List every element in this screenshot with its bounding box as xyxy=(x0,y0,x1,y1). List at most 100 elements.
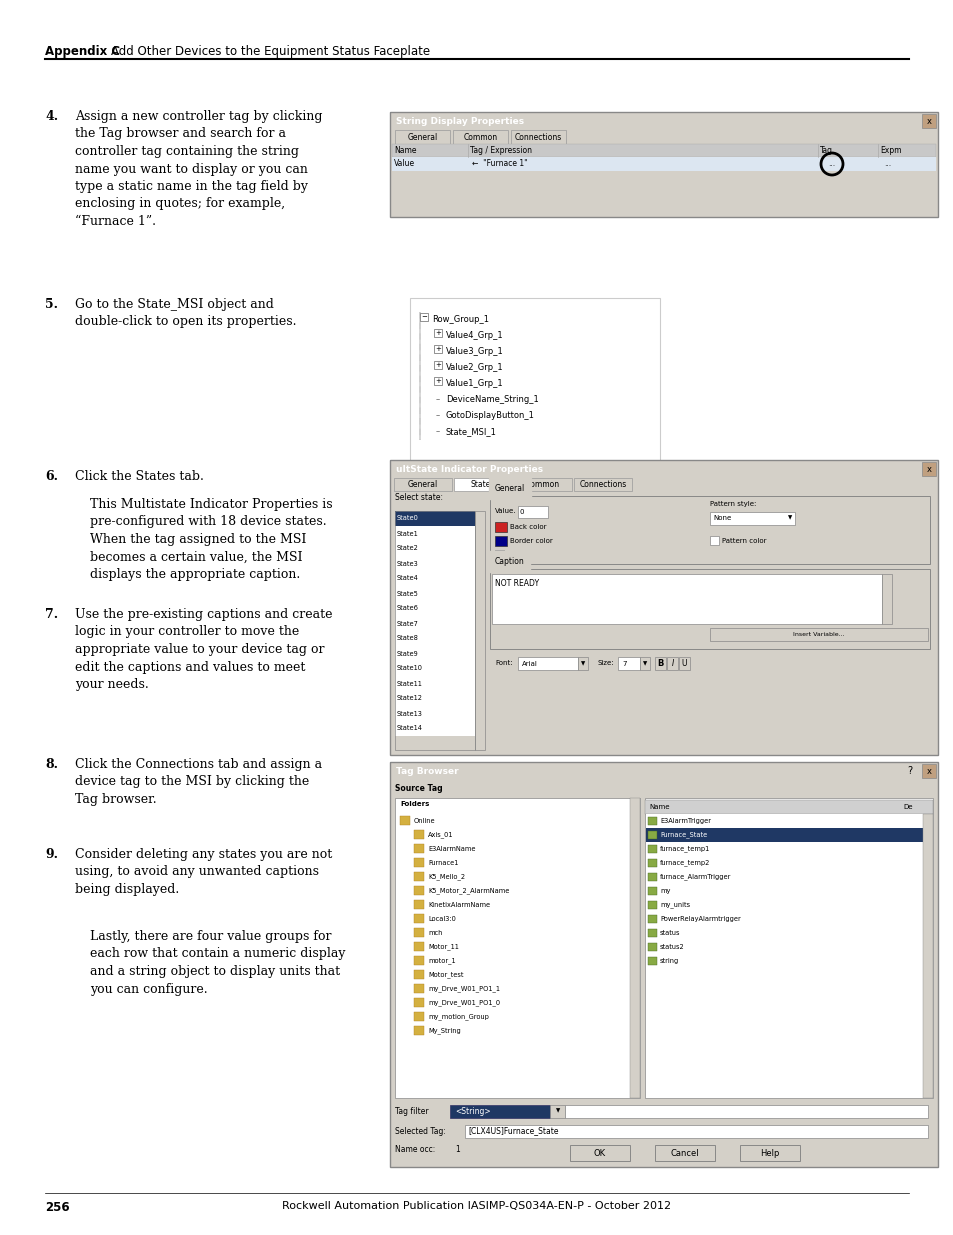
Text: Tag Browser: Tag Browser xyxy=(395,767,458,776)
Text: String Display Properties: String Display Properties xyxy=(395,116,523,126)
Text: Connections: Connections xyxy=(578,480,626,489)
Text: Local3:0: Local3:0 xyxy=(428,916,456,923)
FancyBboxPatch shape xyxy=(414,885,423,895)
Text: Connections: Connections xyxy=(515,132,561,142)
Text: State12: State12 xyxy=(396,695,422,701)
Text: my_motion_Group: my_motion_Group xyxy=(428,1014,488,1020)
FancyBboxPatch shape xyxy=(390,459,937,755)
Text: State14: State14 xyxy=(396,725,422,731)
FancyBboxPatch shape xyxy=(414,942,423,951)
Text: Click the States tab.: Click the States tab. xyxy=(75,471,204,483)
Text: E3AlarmName: E3AlarmName xyxy=(428,846,475,852)
Text: my_Drve_W01_PO1_0: my_Drve_W01_PO1_0 xyxy=(428,999,499,1007)
Text: Go to the State_MSI object and
double-click to open its properties.: Go to the State_MSI object and double-cl… xyxy=(75,298,296,329)
Text: ▼: ▼ xyxy=(556,1109,559,1114)
FancyBboxPatch shape xyxy=(490,569,929,650)
FancyBboxPatch shape xyxy=(394,478,452,492)
Text: Expm: Expm xyxy=(879,146,901,156)
FancyBboxPatch shape xyxy=(395,541,475,556)
FancyBboxPatch shape xyxy=(464,1125,927,1137)
Text: Row_Group_1: Row_Group_1 xyxy=(432,315,489,325)
FancyBboxPatch shape xyxy=(647,831,657,839)
FancyBboxPatch shape xyxy=(414,844,423,853)
FancyBboxPatch shape xyxy=(414,984,423,993)
FancyBboxPatch shape xyxy=(645,911,931,926)
Text: 6.: 6. xyxy=(45,471,58,483)
FancyBboxPatch shape xyxy=(414,830,423,839)
Text: Add Other Devices to the Equipment Status Faceplate: Add Other Devices to the Equipment Statu… xyxy=(111,44,430,58)
FancyBboxPatch shape xyxy=(655,1145,714,1161)
FancyBboxPatch shape xyxy=(882,574,891,624)
FancyBboxPatch shape xyxy=(645,926,931,940)
Text: Pattern style:: Pattern style: xyxy=(709,501,756,508)
FancyBboxPatch shape xyxy=(645,814,931,827)
Text: Furnace1: Furnace1 xyxy=(428,860,457,866)
Text: status2: status2 xyxy=(659,944,684,950)
FancyBboxPatch shape xyxy=(709,629,927,641)
FancyBboxPatch shape xyxy=(639,657,649,671)
Text: Assign a new controller tag by clicking
the Tag browser and search for a
control: Assign a new controller tag by clicking … xyxy=(75,110,322,228)
FancyBboxPatch shape xyxy=(395,556,475,571)
Text: ...: ... xyxy=(883,159,891,168)
Text: mch: mch xyxy=(428,930,442,936)
Text: Font:: Font: xyxy=(495,659,512,666)
Text: General: General xyxy=(407,132,437,142)
Text: x: x xyxy=(925,464,930,473)
FancyBboxPatch shape xyxy=(395,511,475,526)
Text: Contents of \ CLX:L65yOnline/: Contents of \ CLX:L65yOnline/ xyxy=(649,802,749,806)
FancyBboxPatch shape xyxy=(564,1105,927,1118)
FancyBboxPatch shape xyxy=(395,798,639,1098)
Text: <String>: <String> xyxy=(455,1107,490,1115)
FancyBboxPatch shape xyxy=(395,526,475,541)
FancyBboxPatch shape xyxy=(647,902,657,909)
Text: furnace_temp1: furnace_temp1 xyxy=(659,846,709,852)
FancyBboxPatch shape xyxy=(399,816,410,825)
Text: motor_1: motor_1 xyxy=(428,957,456,965)
Text: Blink.: Blink. xyxy=(506,552,526,558)
FancyBboxPatch shape xyxy=(495,550,503,559)
Text: PowerRelayAlarmtrigger: PowerRelayAlarmtrigger xyxy=(659,916,740,923)
Text: State11: State11 xyxy=(396,680,422,687)
Text: +: + xyxy=(435,362,440,368)
Text: Border color: Border color xyxy=(510,538,552,543)
Text: +: + xyxy=(435,330,440,336)
Text: Help: Help xyxy=(760,1149,779,1157)
Text: string: string xyxy=(659,958,679,965)
Text: 1: 1 xyxy=(455,1145,459,1153)
FancyBboxPatch shape xyxy=(395,601,475,616)
FancyBboxPatch shape xyxy=(414,1026,423,1035)
Text: State8: State8 xyxy=(396,636,418,641)
FancyBboxPatch shape xyxy=(475,511,484,750)
FancyBboxPatch shape xyxy=(618,657,639,671)
Text: Value.: Value. xyxy=(495,508,516,514)
Text: Caption: Caption xyxy=(495,557,524,566)
Text: ▼: ▼ xyxy=(787,515,791,520)
FancyBboxPatch shape xyxy=(647,887,657,895)
FancyBboxPatch shape xyxy=(490,496,929,564)
FancyBboxPatch shape xyxy=(414,1011,423,1021)
Text: Name occ:: Name occ: xyxy=(395,1145,435,1153)
FancyBboxPatch shape xyxy=(395,631,475,646)
FancyBboxPatch shape xyxy=(629,798,639,1098)
FancyBboxPatch shape xyxy=(410,298,659,463)
Text: ...: ... xyxy=(827,159,835,168)
FancyBboxPatch shape xyxy=(647,873,657,881)
Text: 7: 7 xyxy=(621,661,626,667)
Text: –: – xyxy=(436,427,439,436)
Text: furnace_temp2: furnace_temp2 xyxy=(659,860,710,867)
FancyBboxPatch shape xyxy=(647,860,657,867)
Text: Consider deleting any states you are not
using, to avoid any unwanted captions
b: Consider deleting any states you are not… xyxy=(75,848,332,897)
Text: Name: Name xyxy=(648,804,669,810)
FancyBboxPatch shape xyxy=(647,818,657,825)
FancyBboxPatch shape xyxy=(666,657,678,671)
Text: Pattern color: Pattern color xyxy=(721,538,765,543)
FancyBboxPatch shape xyxy=(390,112,937,217)
Text: 7.: 7. xyxy=(45,608,58,621)
Text: My_String: My_String xyxy=(428,1028,460,1035)
Text: Size:: Size: xyxy=(598,659,614,666)
Text: Arial: Arial xyxy=(521,661,537,667)
FancyBboxPatch shape xyxy=(434,329,441,337)
FancyBboxPatch shape xyxy=(574,478,631,492)
FancyBboxPatch shape xyxy=(395,616,475,631)
FancyBboxPatch shape xyxy=(395,706,475,721)
